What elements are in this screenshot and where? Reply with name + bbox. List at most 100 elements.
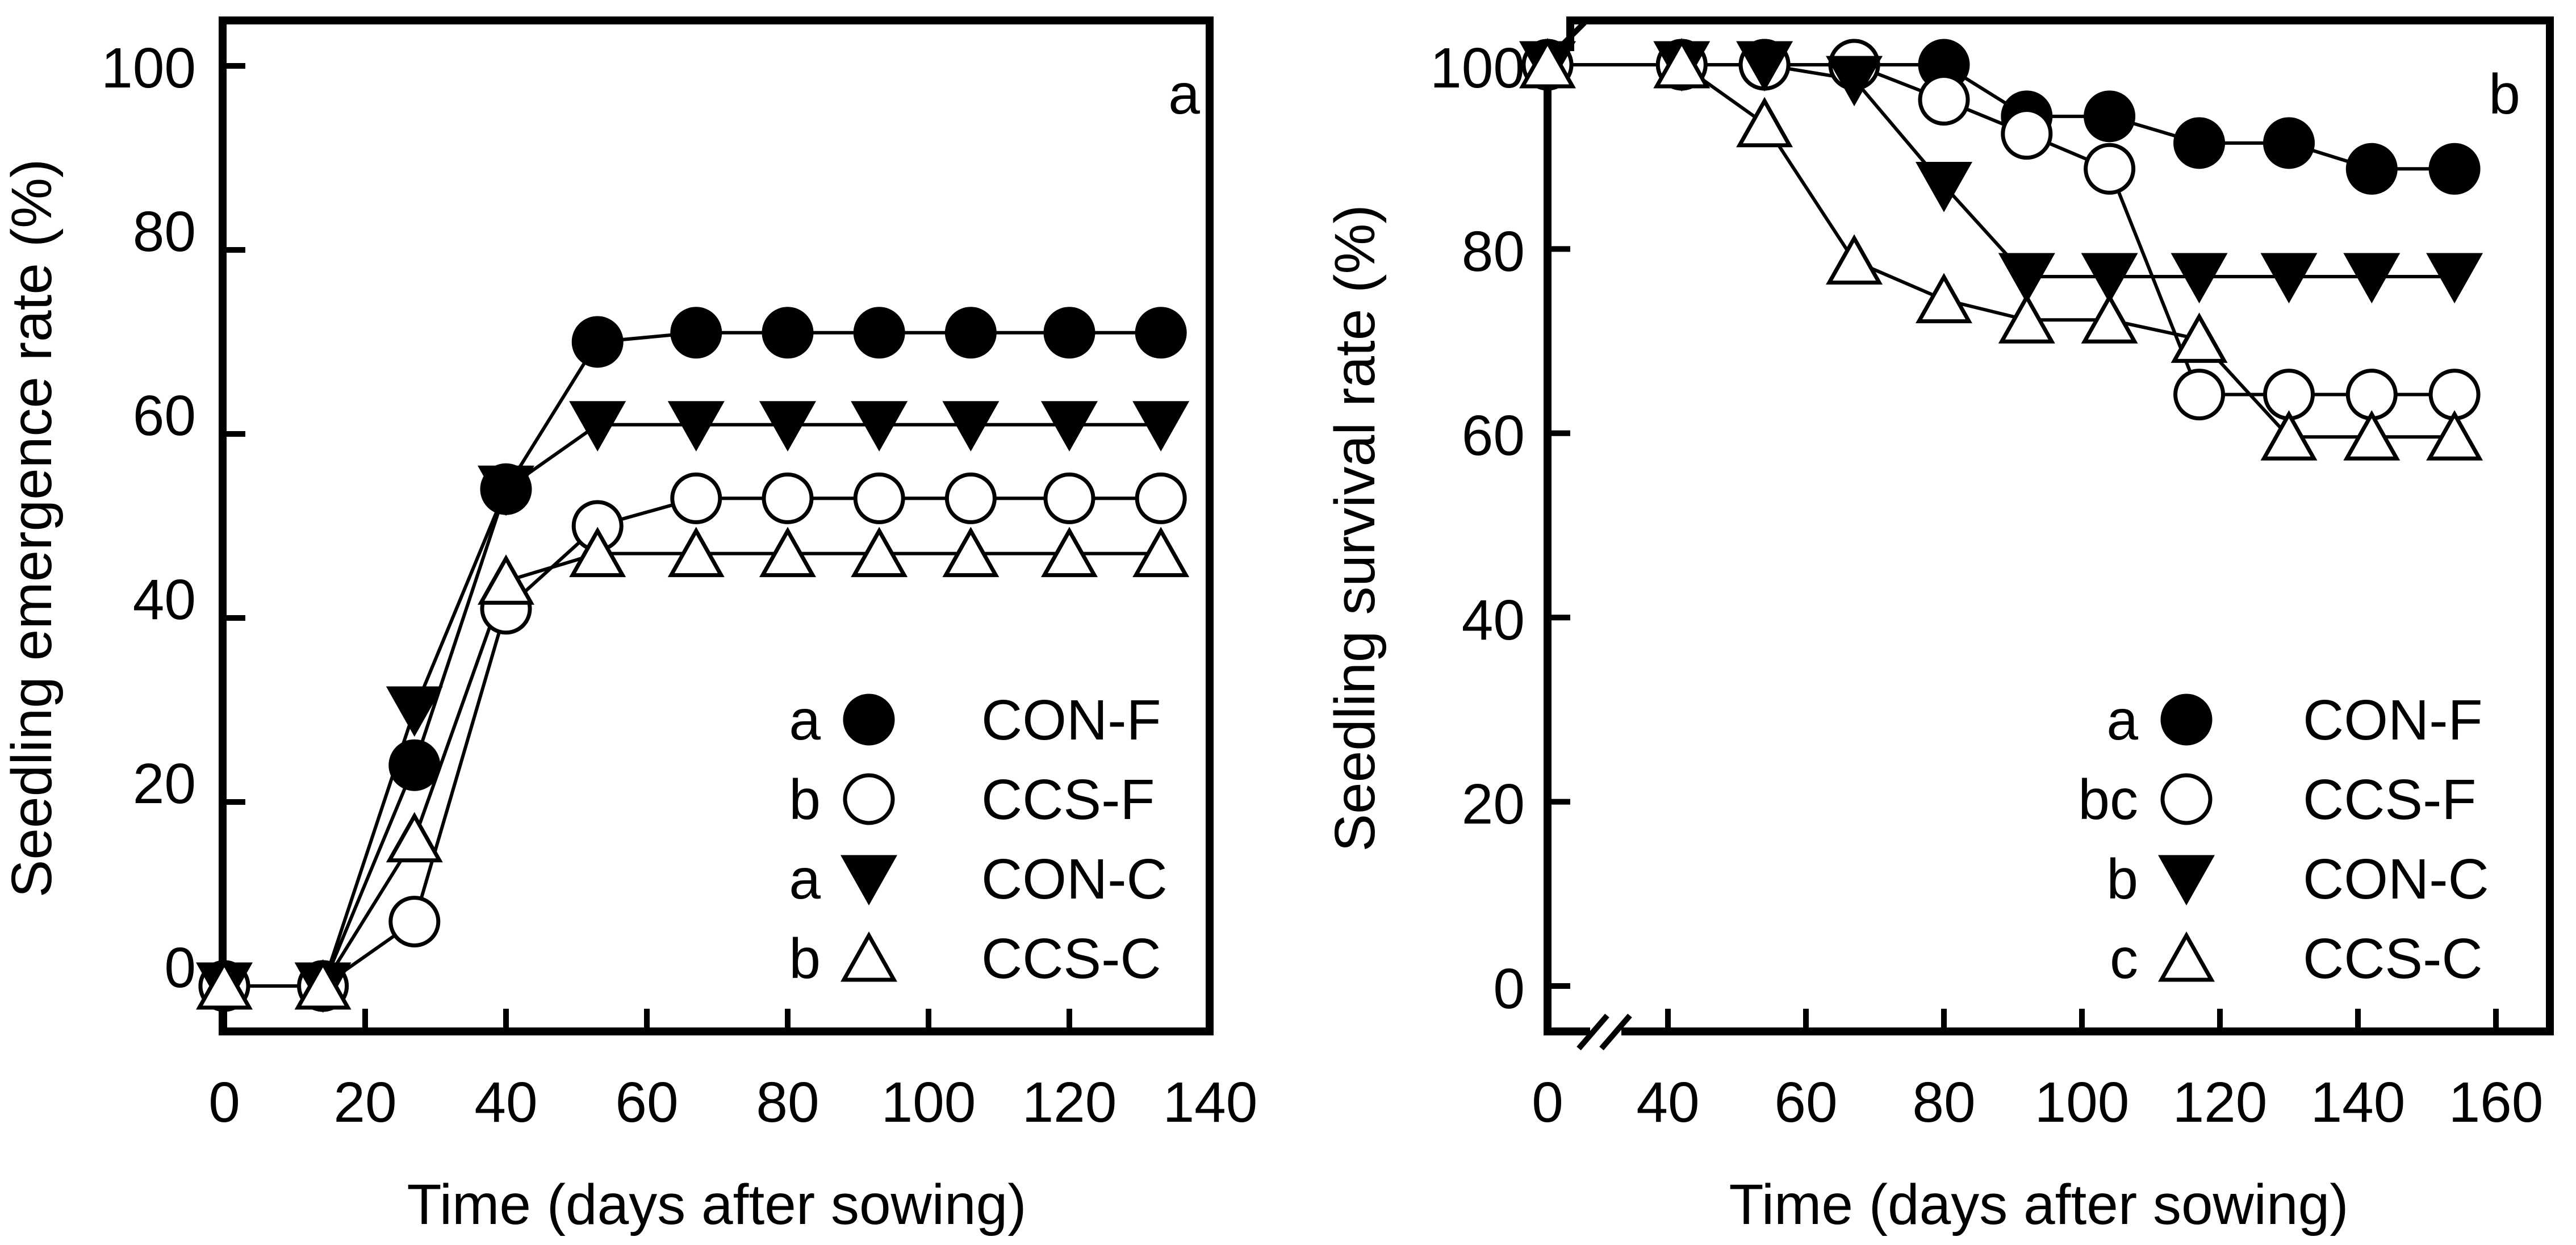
panel-b-point-con-f xyxy=(2345,143,2398,195)
panel-b-point-con-c xyxy=(2426,253,2483,304)
panel-a-chart: 0 20 40 60 80 100 0 20 40 60 80 100 120 … xyxy=(0,16,1258,1236)
panel-a-point-con-f xyxy=(1043,307,1095,359)
legend-a-markers xyxy=(840,693,897,982)
panel-b-point-ccs-c xyxy=(1998,293,2055,344)
panel-a-point-ccs-f xyxy=(853,472,905,524)
panel-b-xtick-label: 140 xyxy=(2311,1071,2406,1134)
panel-a-point-ccs-c xyxy=(478,554,534,605)
panel-a-legend-marker-con-f xyxy=(843,693,895,746)
panel-a-point-ccs-f xyxy=(1043,472,1095,524)
panel-b-markers xyxy=(1519,37,2483,461)
panel-a-point-ccs-c xyxy=(851,527,908,578)
panel-a-point-ccs-c xyxy=(196,959,253,1010)
panel-b-point-con-c xyxy=(2343,253,2401,304)
legend-a-label-ccs-f: CCS-F xyxy=(981,768,1155,832)
panel-a-ytick-label: 60 xyxy=(133,384,196,448)
panel-b-point-con-c xyxy=(1736,41,1793,92)
panel-a-point-ccs-f xyxy=(1135,472,1187,524)
panel-b-point-con-f xyxy=(2263,117,2315,169)
panel-b-point-con-c xyxy=(2171,253,2228,304)
panel-b-ytick-label: 100 xyxy=(1430,36,1525,100)
panel-b-xtick-label: 120 xyxy=(2173,1071,2268,1134)
panel-a-frame xyxy=(219,16,1214,1035)
panel-b-point-ccs-c xyxy=(1653,37,1711,89)
panel-b-legend-marker-con-f xyxy=(2160,693,2213,746)
panel-b-legend-marker-ccs-f xyxy=(2160,773,2213,825)
panel-a-point-ccs-c xyxy=(942,527,1000,578)
panel-a-ytick-label: 0 xyxy=(164,936,196,1000)
panel-b-point-ccs-c xyxy=(1736,97,1793,148)
panel-a-point-con-f xyxy=(944,307,997,359)
panel-b-xtick-label: 80 xyxy=(1912,1071,1975,1134)
panel-a-point-con-f xyxy=(762,307,814,359)
panel-a-point-con-c xyxy=(667,401,725,452)
panel-b-xtick-label: 160 xyxy=(2449,1071,2544,1134)
panel-a-point-con-c xyxy=(478,465,534,516)
panel-a-legend-marker-ccs-c xyxy=(840,931,897,982)
panel-a-ticks xyxy=(221,63,1213,1031)
legend-b-label-con-c: CON-C xyxy=(2303,847,2489,911)
panel-b-y-axis-title: Seedling survival rate (%) xyxy=(1323,204,1387,851)
panel-b-chart: 0 20 40 60 80 100 0 40 60 80 100 120 140… xyxy=(1323,16,2554,1236)
panel-a-point-ccs-c xyxy=(667,527,725,578)
panel-a-point-ccs-f xyxy=(762,472,814,524)
panel-a-letter: a xyxy=(1168,62,1200,126)
panel-a-point-con-c xyxy=(759,401,816,452)
panel-a-point-ccs-f xyxy=(670,472,722,524)
panel-a-point-ccs-c xyxy=(1041,527,1098,578)
panel-b-point-ccs-c xyxy=(2171,312,2228,363)
panel-a-point-con-f xyxy=(1135,307,1187,359)
panel-b-legend-marker-ccs-c xyxy=(2158,931,2215,982)
panel-b-point-ccs-c xyxy=(2081,293,2138,344)
panel-b-xtick-label: 60 xyxy=(1774,1071,1837,1134)
panel-a-markers xyxy=(196,307,1190,1013)
legend-b-markers xyxy=(2158,693,2215,982)
panel-b-axis-break-bottom xyxy=(1576,1013,1632,1051)
panel-b-ytick-label: 0 xyxy=(1493,957,1525,1021)
panel-a-xtick-label: 20 xyxy=(333,1071,396,1134)
panel-a-ytick-label: 80 xyxy=(133,200,196,264)
panel-a-legend-marker-con-c xyxy=(840,855,897,906)
panel-b-point-con-f xyxy=(2428,143,2481,195)
legend-a-letter-con-c: a xyxy=(789,847,821,911)
panel-b-xtick-label: 100 xyxy=(2035,1071,2130,1134)
panel-a-xtick-label: 0 xyxy=(208,1071,240,1134)
panel-a-point-ccs-f xyxy=(944,472,997,524)
panel-a-point-con-c xyxy=(1041,401,1098,452)
panel-a-ytick-label: 100 xyxy=(101,36,196,100)
panel-b-point-con-c xyxy=(1826,56,1883,107)
panel-a-point-con-c xyxy=(851,401,908,452)
panel-b-x-axis-title: Time (days after sowing) xyxy=(1729,1173,2348,1236)
panel-b-line-con-c xyxy=(1548,63,2455,279)
panel-a-point-ccs-f xyxy=(388,896,441,948)
panel-b-legend: a bc b c CON-F CCS-F CON-C CCS-C xyxy=(2078,688,2489,991)
panel-b-point-con-c xyxy=(1916,161,1972,212)
panel-a-legend: a b a b CON-F CCS-F CON-C CCS-C xyxy=(789,688,1167,991)
panel-a-xtick-label: 140 xyxy=(1163,1071,1258,1134)
panel-b-point-ccs-c xyxy=(1826,234,1883,285)
panel-b-point-ccs-c xyxy=(2343,410,2401,461)
legend-b-label-ccs-c: CCS-C xyxy=(2303,927,2483,991)
panel-b-point-ccs-c xyxy=(2426,410,2483,461)
panel-a-x-axis-title: Time (days after sowing) xyxy=(407,1173,1026,1236)
panel-a-point-ccs-c xyxy=(386,812,443,863)
panel-b-point-con-c xyxy=(2081,253,2138,304)
panel-b-point-ccs-c xyxy=(2260,410,2318,461)
panel-b-point-con-c xyxy=(1998,253,2055,304)
panel-b-xtick-label: 40 xyxy=(1636,1071,1699,1134)
panel-b-ytick-label: 60 xyxy=(1462,404,1525,467)
legend-a-label-ccs-c: CCS-C xyxy=(981,927,1161,991)
panel-b-legend-marker-con-c xyxy=(2158,855,2215,906)
panel-a-point-con-f xyxy=(571,316,624,368)
panel-a-point-ccs-c xyxy=(759,527,816,578)
panel-b-point-con-c xyxy=(2260,253,2318,304)
panel-a-point-ccs-c xyxy=(1132,527,1190,578)
legend-a-letter-ccs-c: b xyxy=(789,927,821,991)
panel-b-point-ccs-f xyxy=(1918,74,1970,126)
panel-b-point-con-f xyxy=(2084,90,2136,143)
legend-b-letter-ccs-c: c xyxy=(2110,927,2138,991)
panel-a-point-ccs-c xyxy=(294,959,352,1010)
legend-b-letter-ccs-f: bc xyxy=(2078,768,2138,832)
panel-a-point-ccs-c xyxy=(569,527,626,578)
panel-a-point-con-c xyxy=(1132,401,1190,452)
